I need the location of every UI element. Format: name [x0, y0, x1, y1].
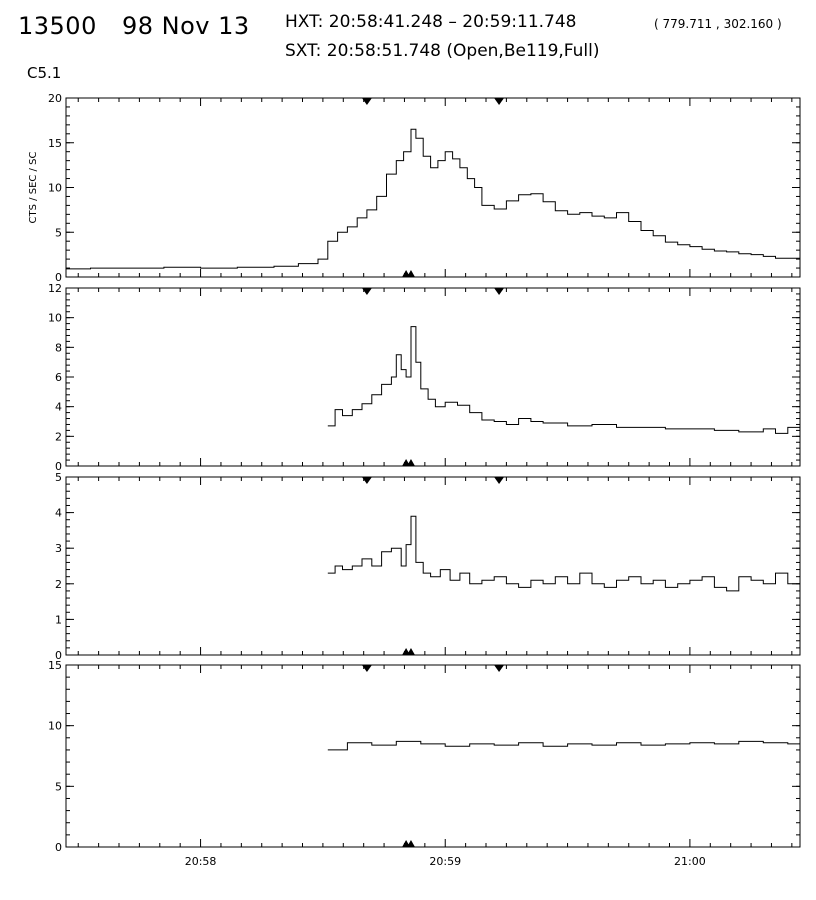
y-tick-label: 0 [55, 271, 62, 284]
panel-3-series-line [327, 515, 801, 592]
top-time-marker [361, 288, 372, 295]
x-tick-label: 20:58 [185, 855, 217, 868]
y-tick-label: 2 [55, 430, 62, 443]
top-time-marker [361, 477, 372, 484]
event-id: 13500 [18, 12, 97, 40]
y-tick-label: 10 [48, 182, 62, 195]
y-tick-label: 10 [48, 720, 62, 733]
top-time-marker [361, 98, 372, 105]
y-tick-label: 3 [55, 542, 62, 555]
y-tick-label: 15 [48, 137, 62, 150]
top-time-marker [494, 665, 505, 672]
y-tick-label: 0 [55, 649, 62, 662]
y-tick-label: 5 [55, 780, 62, 793]
x-tick-label: 21:00 [674, 855, 706, 868]
sxt-time-info: SXT: 20:58:51.748 (Open,Be119,Full) [285, 41, 600, 61]
y-tick-label: 5 [55, 226, 62, 239]
x-tick-label: 20:59 [429, 855, 461, 868]
position-coordinates: ( 779.711 , 302.160 ) [654, 17, 782, 31]
top-time-marker [494, 288, 505, 295]
bottom-time-marker [406, 840, 415, 847]
panel-1-frame [65, 97, 801, 278]
panel-1-series-line [66, 128, 801, 270]
bottom-time-marker [406, 270, 415, 277]
panel-2-frame [65, 287, 801, 467]
y-tick-label: 0 [55, 841, 62, 854]
y-tick-label: 2 [55, 578, 62, 591]
hxt-time-range: HXT: 20:58:41.248 – 20:59:11.748 [285, 12, 577, 32]
top-time-marker [494, 477, 505, 484]
top-time-marker [494, 98, 505, 105]
panel-4-series-line [327, 740, 801, 751]
y-tick-label: 4 [55, 401, 62, 414]
bottom-time-marker [406, 648, 415, 655]
event-date: 98 Nov 13 [122, 12, 250, 40]
y-axis-label: CTS / SEC / SC [28, 152, 39, 224]
y-tick-label: 0 [55, 460, 62, 473]
panel-3-frame [65, 476, 801, 656]
panel-2-series-line [327, 326, 801, 434]
y-tick-label: 12 [48, 282, 62, 295]
goes-class: C5.1 [27, 64, 62, 82]
y-tick-label: 8 [55, 341, 62, 354]
top-time-marker [361, 665, 372, 672]
y-tick-label: 15 [48, 659, 62, 672]
y-tick-label: 10 [48, 312, 62, 325]
y-tick-label: 20 [48, 92, 62, 105]
panel-4-frame [65, 664, 801, 848]
y-tick-label: 1 [55, 613, 62, 626]
y-tick-label: 4 [55, 507, 62, 520]
y-tick-label: 6 [55, 371, 62, 384]
bottom-time-marker [406, 459, 415, 466]
y-tick-label: 5 [55, 471, 62, 484]
